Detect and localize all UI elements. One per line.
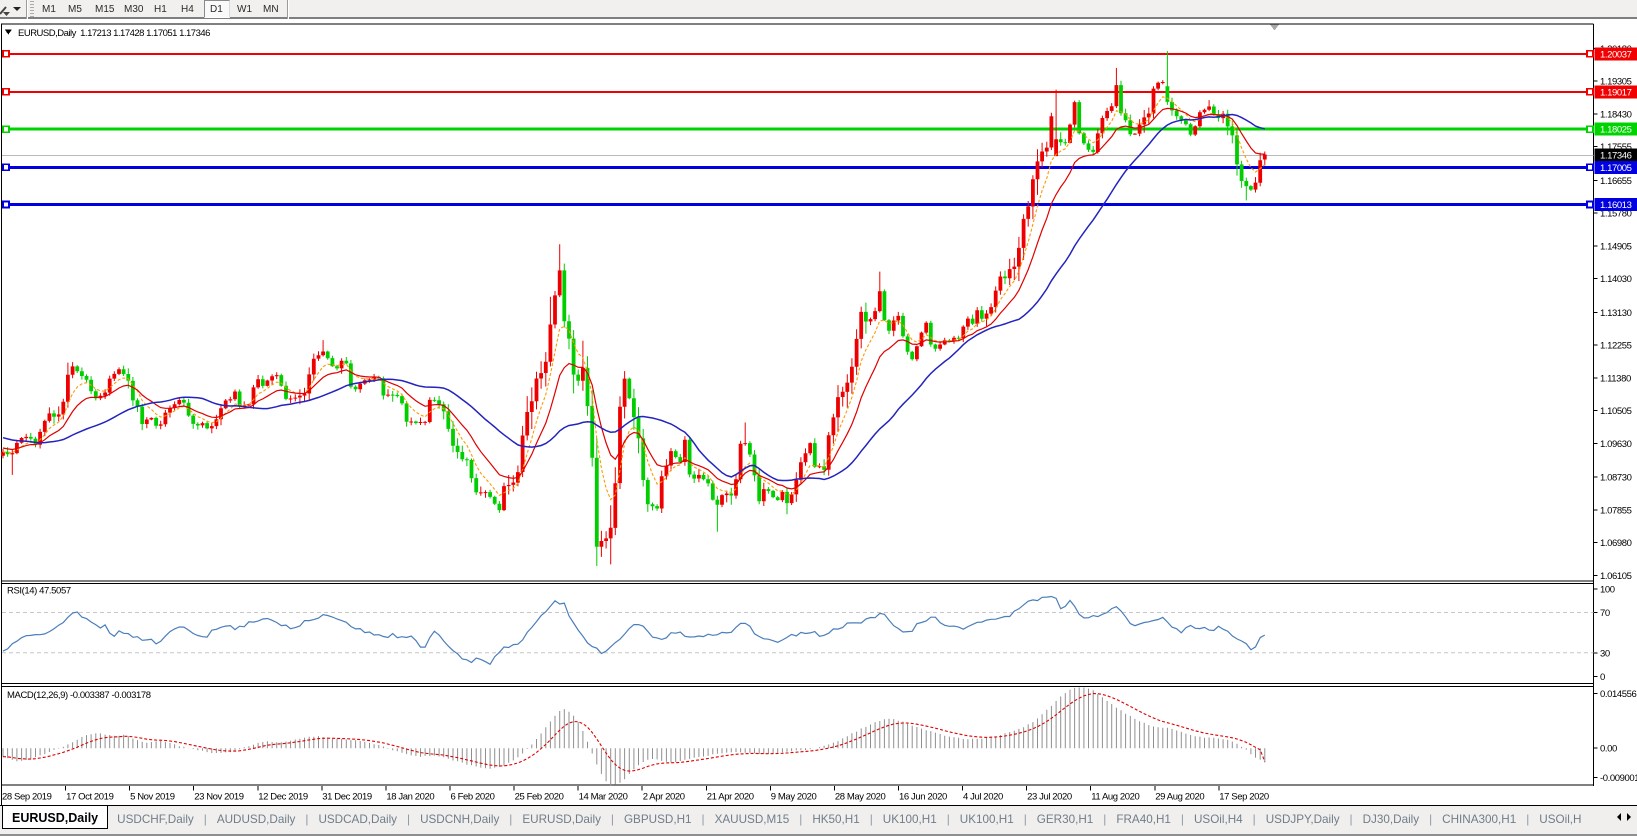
svg-text:17 Oct 2019: 17 Oct 2019 <box>66 792 113 803</box>
svg-text:-0.009001: -0.009001 <box>1600 773 1637 784</box>
svg-text:30: 30 <box>1600 648 1610 659</box>
svg-text:11 Aug 2020: 11 Aug 2020 <box>1091 792 1139 803</box>
svg-text:9 May 2020: 9 May 2020 <box>771 792 817 803</box>
svg-text:21 Apr 2020: 21 Apr 2020 <box>707 792 754 803</box>
svg-text:1.19017: 1.19017 <box>1600 87 1632 98</box>
svg-text:1.16655: 1.16655 <box>1600 176 1632 187</box>
svg-text:17 Sep 2020: 17 Sep 2020 <box>1219 792 1269 803</box>
svg-text:1.17005: 1.17005 <box>1600 163 1632 174</box>
svg-text:100: 100 <box>1600 585 1615 596</box>
svg-text:RSI(14) 47.5057: RSI(14) 47.5057 <box>7 586 71 597</box>
svg-text:1.08730: 1.08730 <box>1600 473 1632 484</box>
svg-text:6 Feb 2020: 6 Feb 2020 <box>451 792 495 803</box>
svg-text:23 Nov 2019: 23 Nov 2019 <box>194 792 244 803</box>
svg-text:1.20037: 1.20037 <box>1600 49 1632 60</box>
svg-text:1.18025: 1.18025 <box>1600 125 1632 136</box>
svg-text:1.16013: 1.16013 <box>1600 200 1632 211</box>
svg-text:1.11380: 1.11380 <box>1600 373 1631 384</box>
svg-text:12 Dec 2019: 12 Dec 2019 <box>258 792 308 803</box>
svg-text:29 Aug 2020: 29 Aug 2020 <box>1155 792 1204 803</box>
svg-text:1.06980: 1.06980 <box>1600 538 1632 549</box>
svg-text:16 Jun 2020: 16 Jun 2020 <box>899 792 947 803</box>
svg-text:0.00: 0.00 <box>1600 744 1617 755</box>
svg-text:28 Sep 2019: 28 Sep 2019 <box>2 792 52 803</box>
svg-text:28 May 2020: 28 May 2020 <box>835 792 886 803</box>
svg-text:MACD(12,26,9) -0.003387 -0.003: MACD(12,26,9) -0.003387 -0.003178 <box>7 690 151 701</box>
svg-text:1.14030: 1.14030 <box>1600 274 1632 285</box>
svg-text:1.17346: 1.17346 <box>1600 150 1632 161</box>
svg-text:0: 0 <box>1600 672 1605 683</box>
svg-text:25 Feb 2020: 25 Feb 2020 <box>515 792 564 803</box>
svg-text:1.10505: 1.10505 <box>1600 406 1632 417</box>
svg-text:1.12255: 1.12255 <box>1600 341 1632 352</box>
svg-text:1.13130: 1.13130 <box>1600 308 1632 319</box>
svg-text:5 Nov 2019: 5 Nov 2019 <box>130 792 175 803</box>
svg-text:31 Dec 2019: 31 Dec 2019 <box>322 792 372 803</box>
svg-text:2 Apr 2020: 2 Apr 2020 <box>643 792 685 803</box>
svg-text:1.06105: 1.06105 <box>1600 571 1632 582</box>
svg-text:18 Jan 2020: 18 Jan 2020 <box>386 792 434 803</box>
svg-text:0.014556: 0.014556 <box>1600 689 1637 700</box>
svg-text:1.14905: 1.14905 <box>1600 241 1632 252</box>
svg-text:70: 70 <box>1600 608 1610 619</box>
svg-text:14 Mar 2020: 14 Mar 2020 <box>579 792 628 803</box>
svg-text:1.18430: 1.18430 <box>1600 110 1632 121</box>
svg-text:EURUSD,Daily 1.17213 1.17428: EURUSD,Daily 1.17213 1.17428 1.17051 1.1… <box>18 28 210 39</box>
svg-text:23 Jul 2020: 23 Jul 2020 <box>1027 792 1072 803</box>
svg-text:1.09630: 1.09630 <box>1600 439 1632 450</box>
svg-text:1.07855: 1.07855 <box>1600 505 1632 516</box>
svg-text:4 Jul 2020: 4 Jul 2020 <box>963 792 1003 803</box>
